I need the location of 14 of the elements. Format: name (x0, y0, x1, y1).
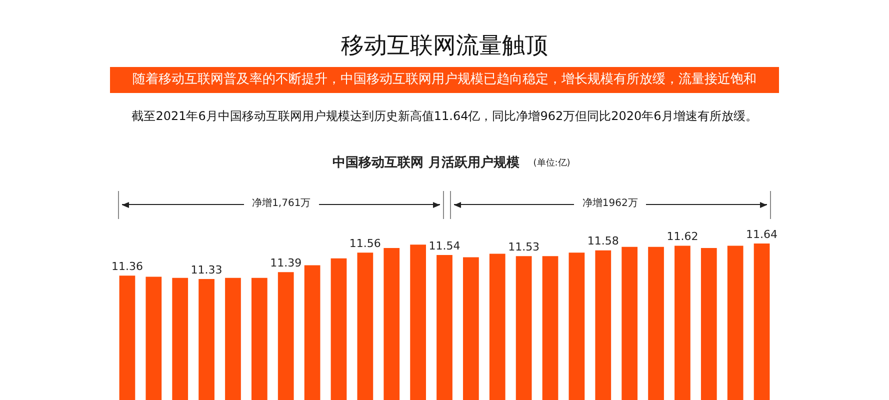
data-label: 11.54 (428, 239, 460, 252)
chart-subtitle: 随着移动互联网普及率的不断提升，中国移动互联网用户规模已趋向稳定，增长规模有所放缓，流量接近饱和 (110, 67, 779, 93)
data-label: 11.62 (666, 230, 698, 244)
text: 中国移动互联网 月活跃用户规模 (332, 154, 520, 170)
data-label: 11.58 (587, 234, 619, 248)
data-label: 11.39 (270, 256, 302, 270)
data-label: 11.36 (111, 260, 143, 273)
data-label: 11.53 (508, 240, 540, 254)
text: 截至2021年6月中国移动互联网用户规模达到历史新高值11.64亿，同比净增962万但同比2020年6月增速有所放缓。 (130, 108, 758, 125)
data-label: 11.56 (349, 237, 381, 250)
chart-title: 移动互联网流量触顶 (340, 32, 549, 61)
data-label: 11.64 (746, 228, 778, 241)
data-label: 11.33 (190, 263, 222, 276)
text: (单位:亿) (533, 157, 570, 168)
